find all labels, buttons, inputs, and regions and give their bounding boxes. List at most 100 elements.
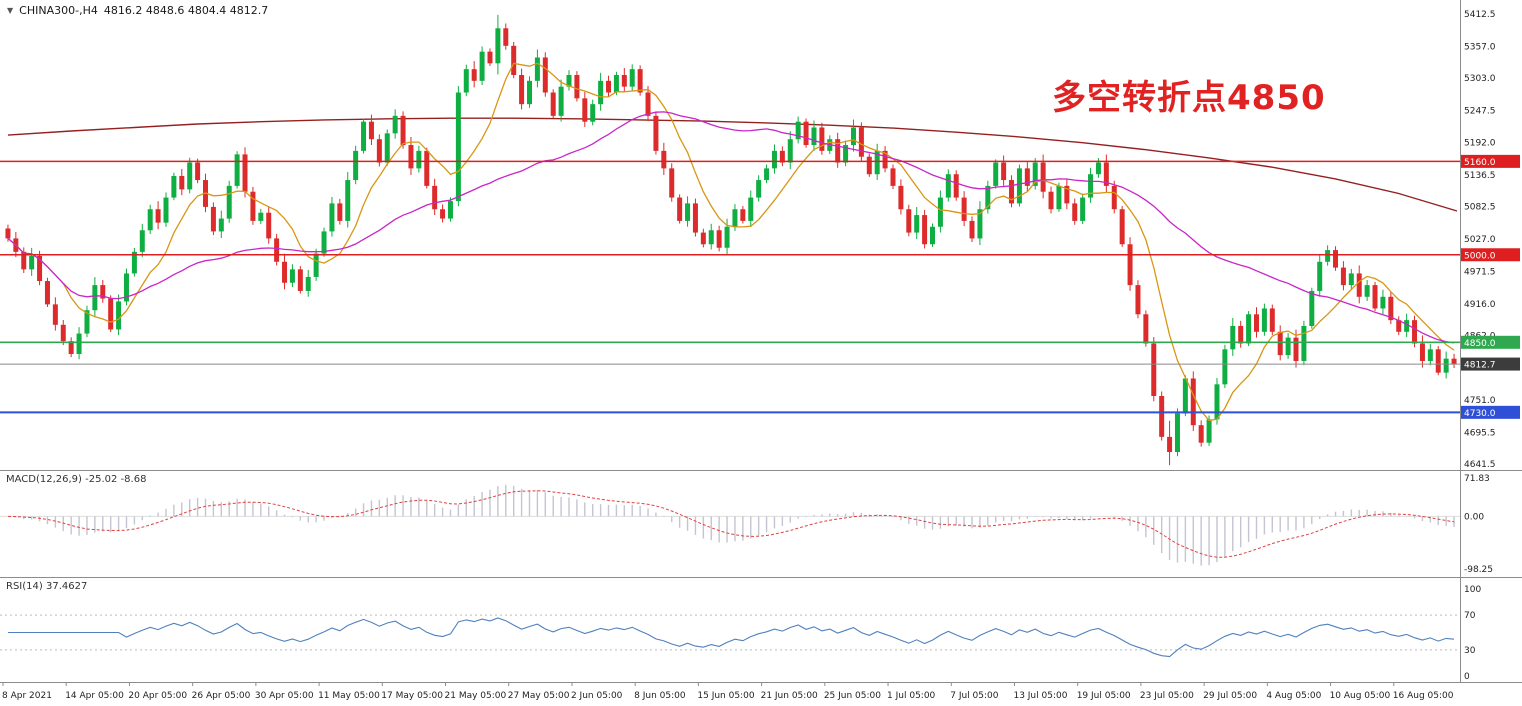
candle-body xyxy=(100,285,106,299)
time-axis-label: 8 Apr 2021 xyxy=(2,691,52,701)
candle-body xyxy=(1040,162,1046,192)
candle-body xyxy=(819,127,825,151)
candle-body xyxy=(1016,168,1022,204)
candle-body xyxy=(692,203,698,233)
price-tick-label: 5082.5 xyxy=(1464,203,1496,213)
time-axis-label: 7 Jul 05:00 xyxy=(950,691,999,701)
candle-body xyxy=(131,251,137,274)
candle-body xyxy=(139,230,145,252)
symbol-title: CHINA300-,H4 xyxy=(19,4,98,17)
price-tick-label: 4751.0 xyxy=(1464,396,1496,406)
time-axis-label: 13 Jul 05:00 xyxy=(1013,691,1067,701)
candle-body xyxy=(218,218,224,232)
candle-body xyxy=(637,69,643,93)
time-axis-label: 15 Jun 05:00 xyxy=(697,691,754,701)
candle-body xyxy=(408,145,414,169)
candle-body xyxy=(424,150,430,186)
candle-body xyxy=(1364,285,1370,297)
candle-body xyxy=(60,324,66,342)
candle-body xyxy=(953,174,959,198)
candle-body xyxy=(629,69,635,87)
candle-body xyxy=(748,197,754,221)
candle-body xyxy=(606,80,612,93)
time-axis-label: 17 May 05:00 xyxy=(381,691,443,701)
candle-body xyxy=(1451,358,1457,365)
candle-body xyxy=(993,162,999,186)
candle-body xyxy=(1419,343,1425,361)
price-tag-4812.7 xyxy=(1460,357,1520,371)
time-axis-label: 23 Jul 05:00 xyxy=(1140,691,1194,701)
price-tick-label: 5412.5 xyxy=(1464,10,1496,20)
rsi-value: 37.4627 xyxy=(45,581,88,592)
candle-body xyxy=(1119,209,1125,245)
candle-body xyxy=(1427,349,1433,361)
candle-body xyxy=(843,145,849,163)
candle-body xyxy=(550,92,556,116)
time-axis-label: 27 May 05:00 xyxy=(508,691,570,701)
candle-body xyxy=(1167,436,1173,453)
macd-name: MACD(12,26,9) xyxy=(6,474,82,485)
macd-axis-label: -98.25 xyxy=(1464,565,1493,575)
candle-body xyxy=(155,209,161,223)
candle-body xyxy=(1246,314,1252,344)
time-axis-label: 20 Apr 05:00 xyxy=(128,691,187,701)
candle-body xyxy=(210,206,216,232)
candle-body xyxy=(92,285,98,311)
time-axis-label: 21 May 05:00 xyxy=(445,691,507,701)
candle-body xyxy=(724,226,730,248)
rsi-axis-label: 100 xyxy=(1464,585,1481,595)
time-axis-label: 26 Apr 05:00 xyxy=(192,691,251,701)
candle-body xyxy=(898,185,904,210)
candle-body xyxy=(764,168,770,181)
candle-body xyxy=(874,150,880,175)
candle-body xyxy=(1198,425,1204,443)
candle-body xyxy=(1103,162,1109,186)
price-tick-label: 5136.5 xyxy=(1464,171,1496,181)
price-tag-5160.0 xyxy=(1460,154,1520,168)
candle-body xyxy=(669,168,675,198)
macd-indicator-label: MACD(12,26,9) -25.02 -8.68 xyxy=(6,474,146,485)
candle-body xyxy=(455,92,461,202)
candle-body xyxy=(1214,384,1220,420)
candle-body xyxy=(123,273,129,302)
candle-body xyxy=(376,139,382,163)
candle-body xyxy=(163,197,169,223)
candle-body xyxy=(1269,308,1275,332)
symbol-dropdown-icon[interactable]: ▼ xyxy=(7,6,14,15)
candle-body xyxy=(479,51,485,81)
candle-body xyxy=(1356,273,1362,297)
candle-body xyxy=(1333,250,1339,268)
candle-body xyxy=(1412,320,1418,344)
macd-axis-label: 0.00 xyxy=(1464,512,1484,522)
candle-body xyxy=(858,127,864,157)
candle-body xyxy=(1159,396,1165,437)
candle-body xyxy=(1230,325,1236,350)
candle-body xyxy=(305,276,311,291)
time-axis-label: 19 Jul 05:00 xyxy=(1077,691,1131,701)
candle-body xyxy=(321,231,327,254)
candle-body xyxy=(242,154,248,192)
candle-body xyxy=(890,168,896,186)
candle-body xyxy=(361,121,367,151)
candle-body xyxy=(274,238,280,262)
price-tag-4850.0 xyxy=(1460,335,1520,349)
candle-body xyxy=(1127,244,1133,286)
price-tick-label: 5357.0 xyxy=(1464,42,1496,52)
candle-body xyxy=(700,232,706,245)
candle-body xyxy=(337,203,343,221)
rsi-line xyxy=(8,617,1455,658)
candle-body xyxy=(1206,419,1212,443)
candle-body xyxy=(463,69,469,93)
time-axis-label: 14 Apr 05:00 xyxy=(65,691,124,701)
candle-body xyxy=(526,80,532,105)
candle-body xyxy=(1135,285,1141,315)
candle-body xyxy=(566,74,572,87)
candle-body xyxy=(519,74,525,105)
candle-body xyxy=(1293,337,1299,361)
macd-values: -25.02 -8.68 xyxy=(85,474,147,485)
candle-body xyxy=(116,301,122,330)
candle-body xyxy=(313,253,319,277)
candle-body xyxy=(1340,267,1346,286)
